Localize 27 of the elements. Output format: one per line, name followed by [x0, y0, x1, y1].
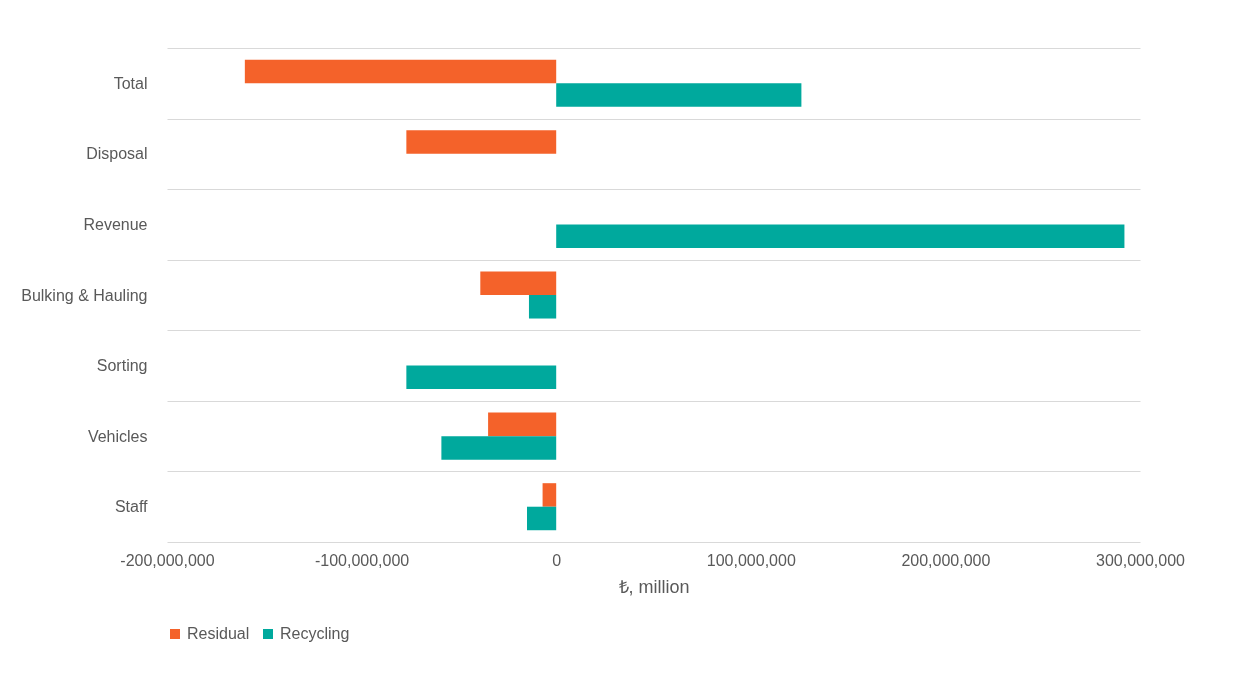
bar — [556, 83, 802, 107]
x-tick-label: 100,000,000 — [706, 551, 796, 569]
y-tick-label: Staff — [114, 498, 149, 516]
y-tick-label: Total — [113, 74, 148, 92]
bar — [542, 483, 557, 507]
bar — [480, 271, 557, 295]
y-tick-label: Sorting — [96, 357, 148, 375]
x-tick-label: -200,000,000 — [120, 551, 215, 569]
bar — [528, 295, 557, 319]
y-tick-label: Vehicles — [87, 427, 148, 445]
bar — [527, 506, 557, 531]
x-tick-label: -100,000,000 — [314, 551, 410, 569]
bar — [488, 412, 557, 437]
legend-label: Recycling — [280, 625, 350, 642]
y-tick-label: Revenue — [83, 215, 148, 233]
x-tick-label: 200,000,000 — [901, 551, 991, 569]
bar — [406, 130, 557, 154]
x-tick-label: 300,000,000 — [1096, 551, 1186, 569]
x-tick-label: 0 — [552, 551, 562, 569]
y-tick-label: Bulking & Hauling — [21, 286, 148, 304]
y-tick-label: Disposal — [86, 145, 148, 163]
bar — [441, 436, 557, 460]
legend-label: Residual — [187, 625, 250, 642]
bar — [406, 365, 557, 390]
bar — [556, 224, 1125, 248]
bar — [244, 59, 557, 84]
x-axis-title: ₺, million — [618, 576, 690, 597]
